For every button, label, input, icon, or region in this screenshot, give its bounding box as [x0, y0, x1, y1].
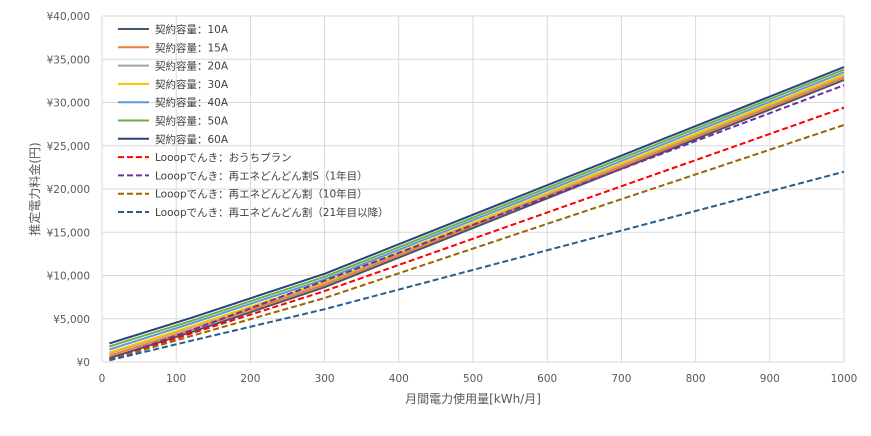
series-line-6	[109, 66, 845, 345]
legend-label: Looopでんき：再エネどんどん割（21年目以降）	[155, 206, 389, 219]
series-line-1	[109, 76, 845, 357]
axis-layer: ¥0 ¥5,000 ¥10,000 ¥15,000 ¥20,000 ¥25,000 ¥30,…	[47, 11, 858, 385]
legend-label: Looopでんき：おうちプラン	[155, 152, 292, 164]
legend: 契約容量：10A 契約容量：15A 契約容量：20A 契約容量：30A 契約容量：40A…	[118, 23, 389, 219]
legend-label: 契約容量：20A	[155, 60, 229, 73]
y-tick-label: ¥5,000	[53, 314, 90, 326]
x-tick-label: 500	[463, 373, 483, 385]
legend-label: Looopでんき：再エネどんどん割S（1年目）	[155, 169, 368, 182]
x-tick-label: 400	[389, 373, 409, 385]
legend-label: 契約容量：10A	[155, 23, 229, 36]
x-axis-title: 月間電力使用量[kWh/月]	[405, 391, 541, 406]
y-tick-label: ¥25,000	[47, 141, 90, 153]
x-tick-label: 0	[99, 373, 106, 385]
x-tick-label: 900	[760, 373, 780, 385]
x-tick-label: 600	[537, 373, 557, 385]
series-line-5	[109, 68, 845, 348]
x-tick-label: 300	[315, 373, 335, 385]
x-tick-label: 200	[240, 373, 260, 385]
legend-label: Looopでんき：再エネどんどん割（10年目）	[155, 188, 368, 201]
series-line-7	[109, 106, 845, 361]
y-axis-title: 推定電力料金(円)	[27, 142, 42, 235]
y-tick-label: ¥0	[77, 357, 90, 369]
y-tick-label: ¥40,000	[47, 11, 90, 23]
legend-label: 契約容量：30A	[155, 78, 229, 91]
x-tick-label: 100	[166, 373, 186, 385]
series-layer	[109, 66, 845, 362]
y-tick-label: ¥35,000	[47, 54, 90, 66]
series-line-10	[109, 170, 845, 362]
series-line-3	[109, 73, 845, 354]
legend-label: 契約容量：15A	[155, 41, 229, 54]
y-tick-label: ¥15,000	[47, 227, 90, 239]
series-line-4	[109, 71, 845, 351]
y-tick-label: ¥30,000	[47, 98, 90, 110]
legend-label: 契約容量：40A	[155, 96, 229, 109]
legend-label: 契約容量：60A	[155, 133, 229, 146]
series-line-9	[109, 124, 845, 361]
y-tick-label: ¥10,000	[47, 271, 90, 283]
grid-layer	[101, 15, 845, 363]
legend-label: 契約容量：50A	[155, 115, 229, 128]
series-line-8	[109, 84, 845, 361]
x-tick-label: 800	[686, 373, 706, 385]
x-tick-label: 1000	[831, 373, 858, 385]
y-tick-label: ¥20,000	[47, 184, 90, 196]
x-tick-label: 700	[611, 373, 631, 385]
